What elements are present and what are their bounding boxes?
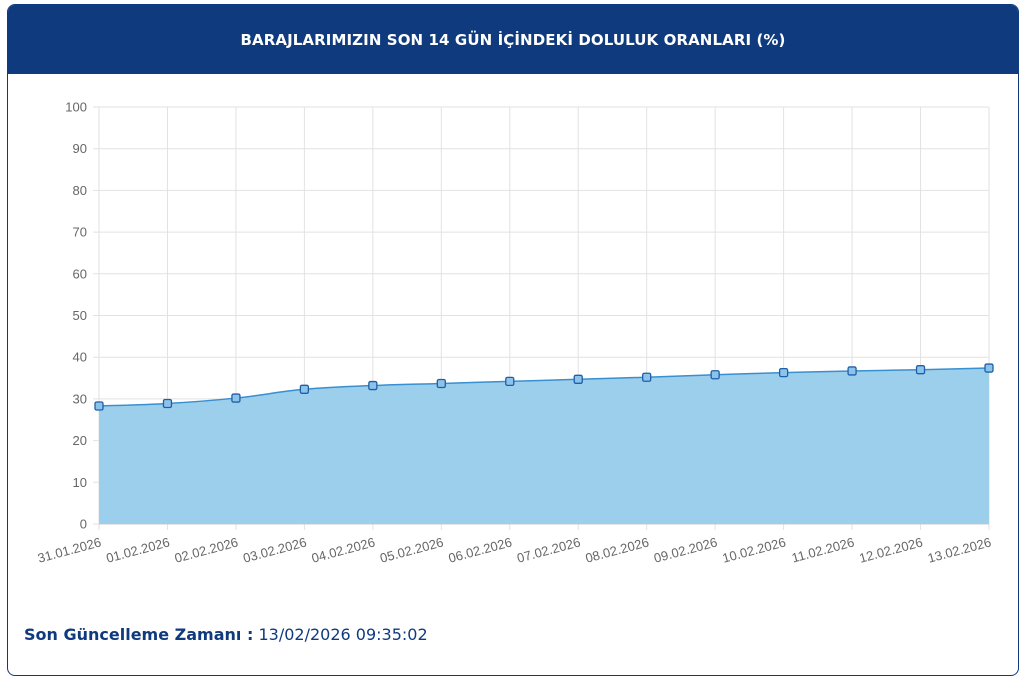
y-tick-label: 80 <box>73 183 87 198</box>
x-tick-label: 01.02.2026 <box>104 534 171 565</box>
data-point <box>368 380 378 391</box>
data-point <box>299 384 310 394</box>
x-axis: 31.01.2026 01.02.2026 02.02.2026 03.02.2026… <box>36 534 993 565</box>
last-updated-value: 13/02/2026 09:35:02 <box>258 625 428 644</box>
x-tick-label: 08.02.2026 <box>584 534 651 565</box>
y-axis: 0 10 20 30 40 50 60 70 80 90 100 <box>65 100 87 532</box>
y-tick-label: 20 <box>73 433 87 448</box>
x-tick-label: 03.02.2026 <box>241 534 308 565</box>
chart-markers <box>94 363 994 411</box>
data-point <box>984 363 994 373</box>
x-tick-label: 31.01.2026 <box>36 534 103 565</box>
data-point <box>915 365 926 375</box>
x-tick-label: 05.02.2026 <box>378 534 445 565</box>
data-point <box>847 366 857 376</box>
y-tick-label: 100 <box>65 100 87 115</box>
data-point <box>436 378 446 389</box>
data-point <box>505 376 515 387</box>
chart-title: BARAJLARIMIZIN SON 14 GÜN İÇİNDEKİ DOLUL… <box>240 30 786 49</box>
y-tick-label: 70 <box>73 225 87 240</box>
y-tick-label: 30 <box>73 391 87 406</box>
x-tick-label: 09.02.2026 <box>652 534 719 565</box>
data-point <box>162 398 173 409</box>
x-tick-label: 12.02.2026 <box>858 534 925 565</box>
x-tick-label: 10.02.2026 <box>721 534 788 565</box>
last-updated-label: Son Güncelleme Zamanı : <box>24 625 254 644</box>
x-tick-label: 13.02.2026 <box>926 534 993 565</box>
data-point <box>778 367 789 378</box>
data-point <box>573 374 583 384</box>
y-tick-label: 10 <box>73 475 87 490</box>
x-tick-label: 06.02.2026 <box>447 534 514 565</box>
chart-series-area <box>98 367 990 524</box>
x-tick-label: 04.02.2026 <box>310 534 377 565</box>
y-tick-label: 0 <box>80 517 87 532</box>
data-point <box>231 393 241 403</box>
chart-card: BARAJLARIMIZIN SON 14 GÜN İÇİNDEKİ DOLUL… <box>7 4 1019 676</box>
last-updated: Son Güncelleme Zamanı : 13/02/2026 09:35… <box>24 625 428 644</box>
data-point <box>94 401 104 411</box>
data-point <box>710 370 720 380</box>
x-tick-label: 07.02.2026 <box>515 534 582 565</box>
y-tick-label: 60 <box>73 266 87 281</box>
x-tick-label: 11.02.2026 <box>790 534 856 565</box>
card-header: BARAJLARIMIZIN SON 14 GÜN İÇİNDEKİ DOLUL… <box>8 5 1018 74</box>
y-tick-label: 90 <box>73 141 87 156</box>
y-tick-label: 40 <box>73 350 87 365</box>
data-point <box>642 372 652 382</box>
series-line <box>98 367 990 407</box>
y-tick-label: 50 <box>73 308 87 323</box>
series-area-fill <box>99 368 989 524</box>
chart-area: 0 10 20 30 40 50 60 70 80 90 100 31.01.2026 01.02.2… <box>36 100 994 566</box>
x-tick-label: 02.02.2026 <box>173 534 240 565</box>
